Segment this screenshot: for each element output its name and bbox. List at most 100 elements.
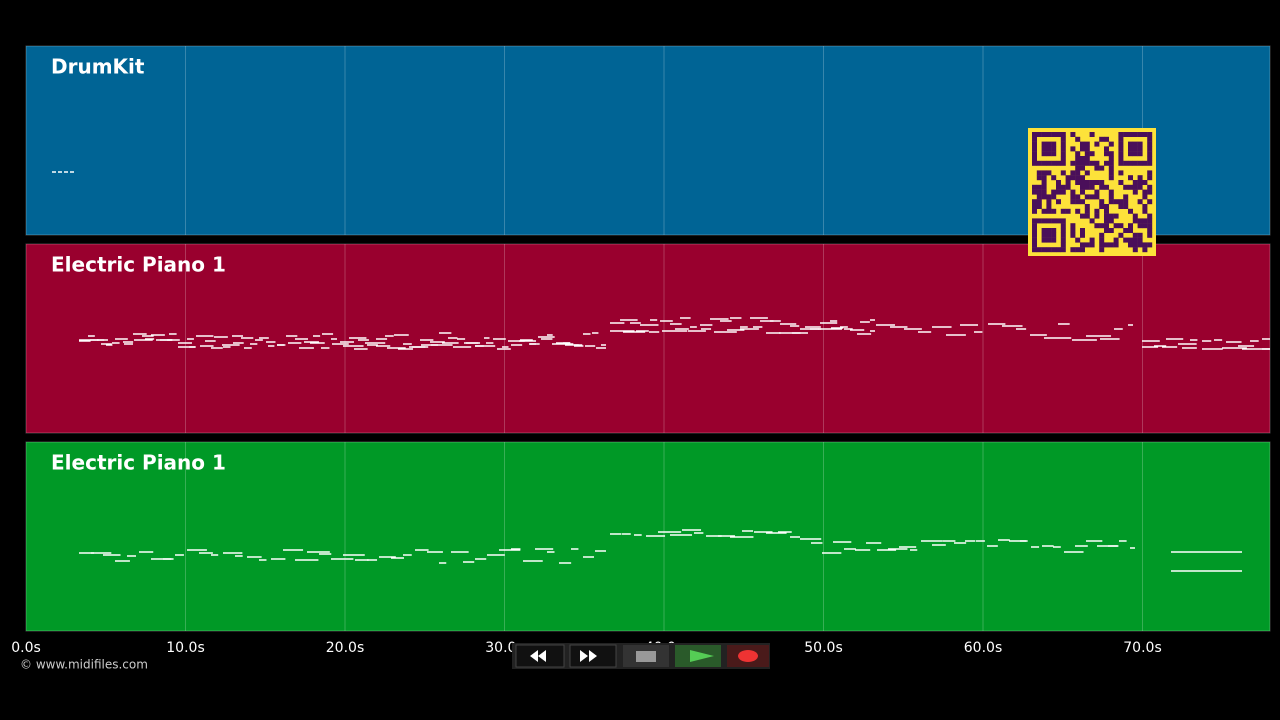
qr-module [1032, 132, 1037, 137]
qr-module [1094, 160, 1100, 166]
qr-module [1142, 204, 1148, 209]
qr-module [1137, 151, 1143, 157]
qr-module [1137, 232, 1143, 238]
qr-module [1147, 223, 1153, 229]
qr-module [1080, 156, 1085, 161]
qr-module [1132, 151, 1138, 157]
qr-module [1113, 237, 1119, 243]
qr-module [1142, 132, 1148, 137]
qr-module [1123, 204, 1129, 209]
qr-module [1128, 242, 1133, 248]
qr-module [1051, 151, 1057, 157]
qr-module [1046, 160, 1052, 166]
qr-module [1041, 237, 1047, 243]
qr-module [1089, 218, 1095, 224]
qr-module [1046, 194, 1052, 200]
copyright: © www.midifiles.com [20, 658, 148, 672]
qr-module [1128, 132, 1133, 137]
qr-module [1123, 132, 1129, 137]
qr-module [1056, 247, 1061, 253]
qr-module [1142, 180, 1148, 185]
qr-module [1094, 165, 1100, 171]
qr-module [1084, 141, 1090, 147]
stop-button[interactable] [623, 645, 669, 667]
qr-module [1060, 160, 1066, 166]
qr-module [1056, 132, 1061, 137]
qr-module [1099, 136, 1105, 142]
qr-module [1041, 228, 1047, 233]
record-button[interactable] [727, 645, 769, 667]
qr-module [1060, 132, 1066, 137]
qr-module [1051, 232, 1057, 238]
qr-module [1094, 213, 1100, 219]
play-button[interactable] [675, 645, 721, 667]
qr-module [1075, 156, 1081, 161]
qr-module [1084, 170, 1090, 176]
track-name: Electric Piano 1 [51, 451, 226, 475]
qr-module [1084, 242, 1090, 248]
qr-module [1084, 180, 1090, 185]
qr-module [1113, 213, 1119, 219]
forward-button[interactable] [569, 644, 617, 668]
qr-module [1080, 180, 1085, 185]
qr-module [1147, 132, 1153, 137]
qr-module [1108, 175, 1114, 181]
qr-module [1118, 180, 1124, 185]
qr-module [1123, 199, 1129, 205]
qr-module [1147, 151, 1153, 157]
qr-module [1099, 204, 1105, 209]
qr-module [1041, 180, 1047, 185]
qr-module [1032, 151, 1037, 157]
qr-module [1051, 141, 1057, 147]
qr-module [1051, 160, 1057, 166]
qr-module [1036, 247, 1042, 253]
qr-module [1080, 146, 1085, 152]
qr-module [1099, 180, 1105, 185]
qr-module [1137, 180, 1143, 185]
qr-module [1060, 218, 1066, 224]
qr-module [1137, 242, 1143, 248]
qr-module [1041, 132, 1047, 137]
qr-module [1089, 242, 1095, 248]
qr-module [1032, 208, 1037, 214]
qr-module [1137, 199, 1143, 205]
rewind-button[interactable] [515, 644, 565, 668]
qr-module [1118, 223, 1124, 229]
qr-module [1051, 247, 1057, 253]
time-tick-label: 60.0s [964, 640, 1002, 656]
qr-module [1104, 228, 1109, 233]
qr-module [1147, 184, 1153, 190]
qr-module [1032, 228, 1037, 233]
qr-module [1108, 228, 1114, 233]
qr-module [1099, 223, 1105, 229]
qr-module [1104, 160, 1109, 166]
qr-module [1108, 242, 1114, 248]
qr-module [1104, 204, 1109, 209]
qr-module [1060, 136, 1066, 142]
qr-module [1032, 247, 1037, 253]
qr-module [1142, 247, 1148, 253]
qr-module [1041, 189, 1047, 195]
qr-module [1137, 223, 1143, 229]
qr-module [1104, 184, 1109, 190]
qr-module [1065, 180, 1071, 185]
qr-module [1084, 156, 1090, 161]
qr-module [1128, 184, 1133, 190]
qr-module [1142, 194, 1148, 200]
qr-module [1132, 180, 1138, 185]
qr-module [1075, 208, 1081, 214]
qr-module [1084, 184, 1090, 190]
qr-module [1084, 146, 1090, 152]
qr-module [1070, 199, 1076, 205]
qr-module [1060, 232, 1066, 238]
qr-module [1137, 160, 1143, 166]
qr-module [1080, 175, 1085, 181]
qr-module [1108, 199, 1114, 205]
qr-module [1070, 247, 1076, 253]
qr-module [1118, 160, 1124, 166]
qr-module [1070, 170, 1076, 176]
qr-module [1056, 180, 1061, 185]
qr-module [1084, 151, 1090, 157]
qr-module [1123, 228, 1129, 233]
